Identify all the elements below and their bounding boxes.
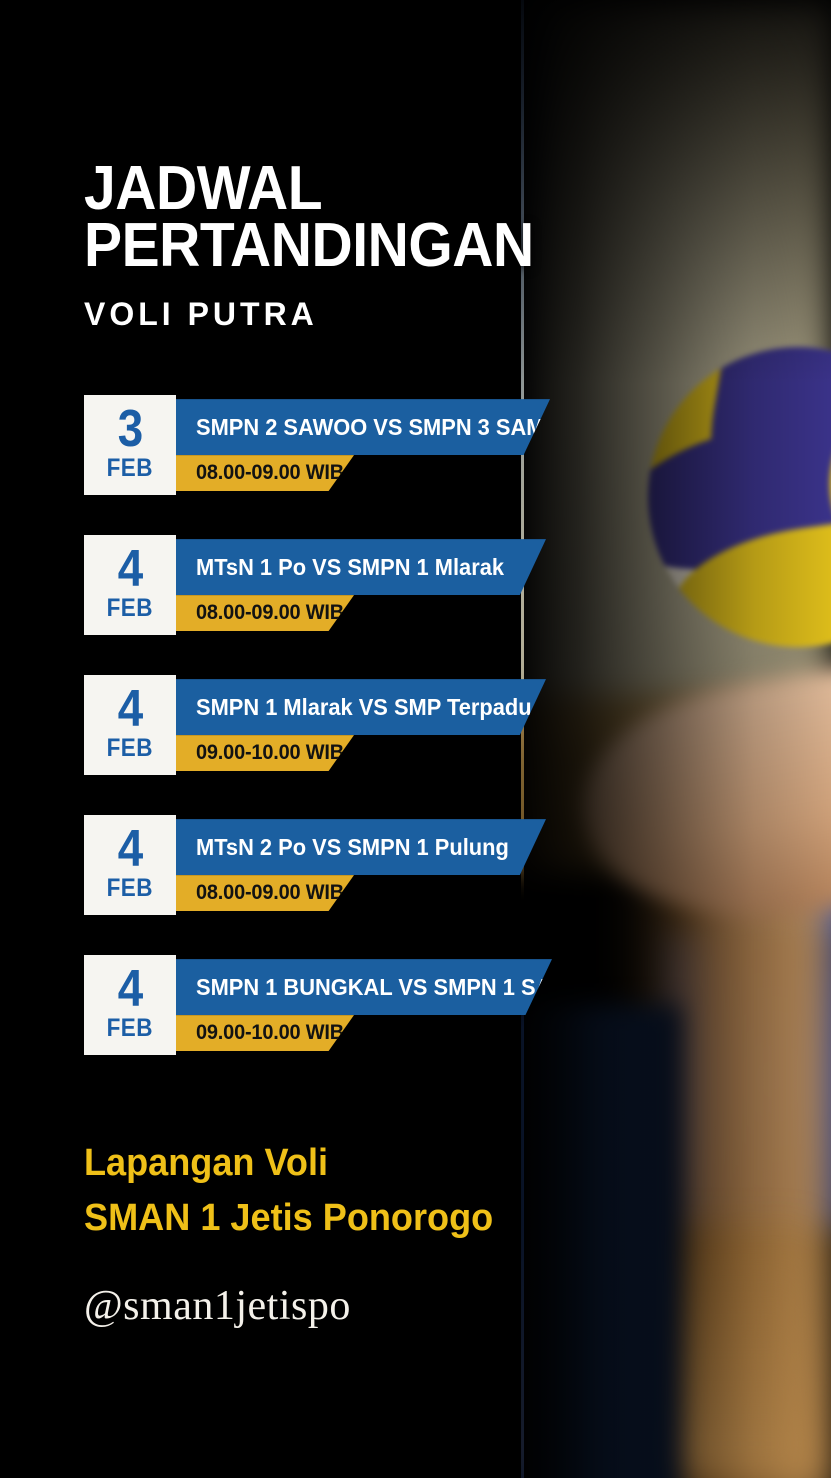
match-title: SMPN 1 BUNGKAL VS SMPN 1 SAMBIT [196,973,605,1000]
match-banner: SMPN 1 BUNGKAL VS SMPN 1 SAMBIT [172,959,552,1016]
date-day: 4 [117,960,143,1019]
time-banner: 09.00-10.00 WIB [172,1015,354,1052]
poster-content: JADWAL PERTANDINGAN VOLI PUTRA 3 FEB SMP… [84,0,831,1330]
page-title-line-1: JADWAL [84,154,323,223]
page-title-line-2: PERTANDINGAN [84,211,534,281]
match-banner: MTsN 1 Po VS SMPN 1 Mlarak [172,539,546,596]
date-badge: 4 FEB [84,535,176,636]
date-badge: 3 FEB [84,395,176,496]
time-banner: 08.00-09.00 WIB [172,875,354,912]
date-badge: 4 FEB [84,955,176,1056]
schedule-row: 4 FEB SMPN 1 BUNGKAL VS SMPN 1 SAMBIT 09… [84,955,831,1070]
overlay-right-fade [523,0,831,1478]
date-month: FEB [106,1013,154,1042]
match-title: MTsN 1 Po VS SMPN 1 Mlarak [196,553,505,580]
match-time: 08.00-09.00 WIB [196,461,344,485]
date-day: 4 [117,680,143,739]
time-banner: 09.00-10.00 WIB [172,735,354,772]
match-banner: SMPN 1 Mlarak VS SMP Terpadu [172,679,546,736]
date-day: 4 [117,540,143,599]
venue-line-1: Lapangan Voli [84,1142,329,1185]
match-time: 09.00-10.00 WIB [196,1021,344,1045]
match-time: 08.00-09.00 WIB [196,601,344,625]
schedule-row: 4 FEB SMPN 1 Mlarak VS SMP Terpadu 09.00… [84,675,831,790]
match-title: MTsN 2 Po VS SMPN 1 Pulung [196,833,509,860]
time-banner: 08.00-09.00 WIB [172,595,354,632]
date-badge: 4 FEB [84,815,176,916]
match-title: SMPN 1 Mlarak VS SMP Terpadu [196,693,532,720]
schedule-list: 3 FEB SMPN 2 SAWOO VS SMPN 3 SAMBIT 08.0… [84,395,831,1070]
match-time: 08.00-09.00 WIB [196,881,344,905]
time-banner: 08.00-09.00 WIB [172,455,354,492]
poster-footer: Lapangan Voli SMAN 1 Jetis Ponorogo @sma… [84,1136,831,1330]
title-block: JADWAL PERTANDINGAN VOLI PUTRA [84,0,831,333]
match-banner: MTsN 2 Po VS SMPN 1 Pulung [172,819,546,876]
date-month: FEB [106,733,154,762]
venue-line-2: SMAN 1 Jetis Ponorogo [84,1197,494,1240]
date-month: FEB [106,453,154,482]
match-banner: SMPN 2 SAWOO VS SMPN 3 SAMBIT [172,399,550,456]
date-month: FEB [106,873,154,902]
social-handle: @sman1jetispo [84,1283,351,1330]
match-title: SMPN 2 SAWOO VS SMPN 3 SAMBIT [196,413,580,440]
date-day: 3 [117,400,143,459]
schedule-row: 4 FEB MTsN 2 Po VS SMPN 1 Pulung 08.00-0… [84,815,831,930]
date-badge: 4 FEB [84,675,176,776]
schedule-row: 3 FEB SMPN 2 SAWOO VS SMPN 3 SAMBIT 08.0… [84,395,831,510]
page-subtitle: VOLI PUTRA [84,296,318,333]
date-day: 4 [117,820,143,879]
schedule-row: 4 FEB MTsN 1 Po VS SMPN 1 Mlarak 08.00-0… [84,535,831,650]
match-time: 09.00-10.00 WIB [196,741,344,765]
date-month: FEB [106,593,154,622]
